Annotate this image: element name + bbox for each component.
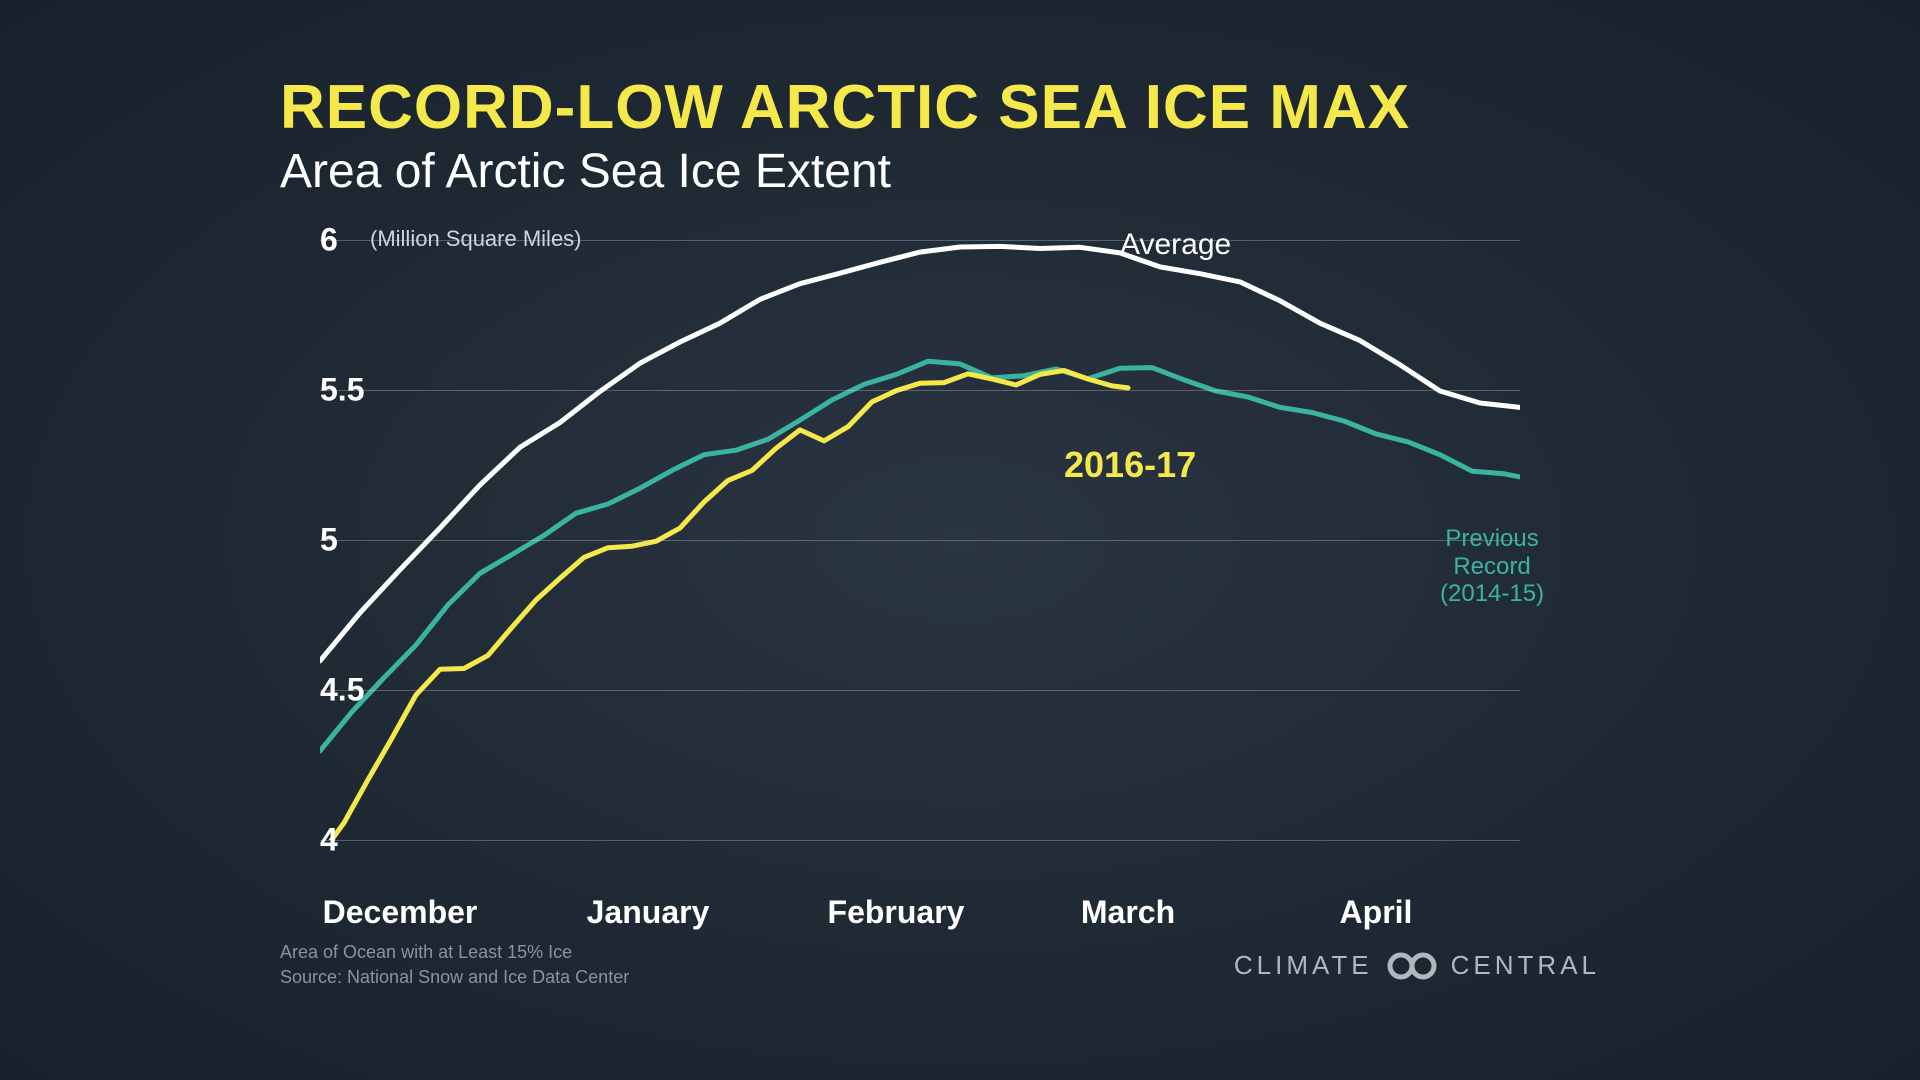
x-axis-tick: December — [323, 894, 478, 931]
gridline — [320, 390, 1520, 391]
series-line-previous-record — [320, 361, 1520, 751]
chart-title: RECORD-LOW ARCTIC SEA ICE MAX — [280, 75, 1660, 140]
series-label-previous-record: PreviousRecord(2014-15) — [1440, 525, 1544, 608]
chart-footnote: Area of Ocean with at Least 15% Ice Sour… — [280, 940, 629, 990]
footnote-line1: Area of Ocean with at Least 15% Ice — [280, 940, 629, 965]
chart-area: (Million Square Miles)AveragePreviousRec… — [280, 240, 1560, 880]
series-label-2016-17: 2016-17 — [1064, 444, 1196, 485]
x-axis-tick: February — [828, 894, 965, 931]
footnote-line2: Source: National Snow and Ice Data Cente… — [280, 965, 629, 990]
series-line-average — [320, 246, 1520, 661]
brand-left: CLIMATE — [1234, 950, 1373, 981]
gridline — [320, 690, 1520, 691]
gridline — [320, 540, 1520, 541]
brand-right: CENTRAL — [1451, 950, 1600, 981]
x-axis-tick: March — [1081, 894, 1175, 931]
x-axis-tick: April — [1340, 894, 1413, 931]
plot-area: (Million Square Miles)AveragePreviousRec… — [320, 240, 1520, 840]
y-axis-unit-label: (Million Square Miles) — [370, 226, 582, 252]
chart-subtitle: Area of Arctic Sea Ice Extent — [280, 144, 1660, 199]
brand-attribution: CLIMATE CENTRAL — [1234, 950, 1600, 981]
gridline — [320, 840, 1520, 841]
series-line-2016-17 — [320, 371, 1128, 841]
x-axis-tick: January — [587, 894, 710, 931]
series-label-average: Average — [1120, 228, 1231, 263]
brand-logo-icon — [1385, 951, 1439, 981]
